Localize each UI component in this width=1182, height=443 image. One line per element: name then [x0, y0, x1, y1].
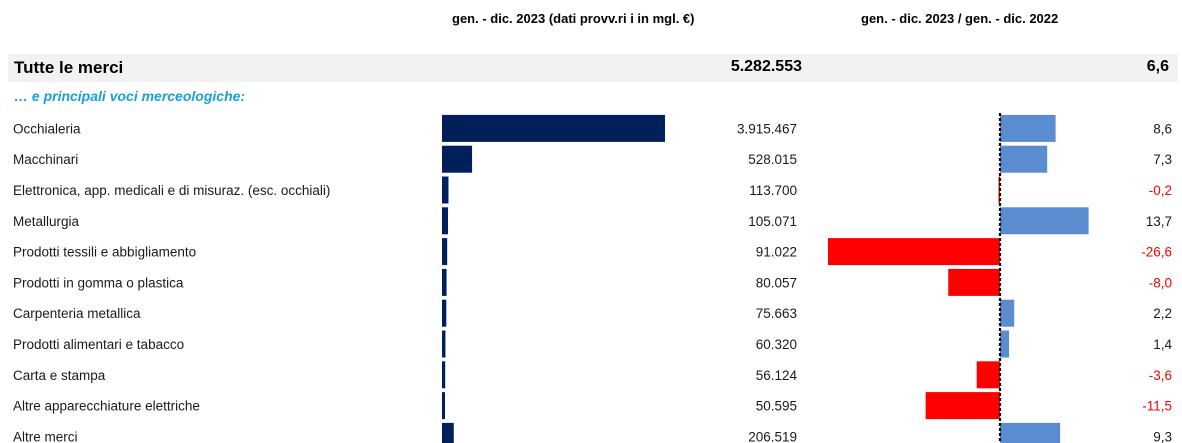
value-label: 75.663 — [756, 306, 797, 321]
value-label: 528.015 — [748, 152, 797, 167]
change-bar — [828, 238, 1000, 266]
change-bar — [1000, 422, 1061, 443]
change-label: -3,6 — [1149, 368, 1172, 383]
change-label: 9,3 — [1153, 429, 1172, 443]
category-label: Prodotti alimentari e tabacco — [13, 337, 184, 352]
change-label: 7,3 — [1153, 152, 1172, 167]
value-label: 206.519 — [748, 429, 797, 443]
value-bar — [442, 361, 446, 389]
change-bar — [1000, 299, 1015, 327]
change-bar — [925, 392, 1000, 420]
value-bar — [442, 392, 445, 420]
total-label: Tutte le merci — [14, 58, 124, 77]
value-label: 56.124 — [756, 368, 798, 383]
change-label: 13,7 — [1146, 214, 1172, 229]
category-label: Carta e stampa — [13, 368, 106, 383]
column-header-change: gen. - dic. 2023 / gen. - dic. 2022 — [861, 11, 1059, 26]
value-bar — [442, 176, 449, 204]
value-bar — [442, 299, 447, 327]
category-label: Macchinari — [13, 152, 78, 167]
value-bar — [442, 330, 446, 358]
change-label: -11,5 — [1142, 399, 1172, 414]
category-label: Prodotti tessili e abbigliamento — [13, 245, 196, 260]
category-label: Occhialeria — [13, 121, 81, 136]
change-bar — [948, 268, 1000, 296]
change-bar — [1000, 114, 1056, 142]
value-bar — [442, 145, 473, 173]
change-bar — [1000, 145, 1048, 173]
change-label: -26,6 — [1141, 245, 1172, 260]
value-label: 3.915.467 — [737, 121, 797, 136]
category-label: Prodotti in gomma o plastica — [13, 275, 184, 290]
change-label: 8,6 — [1153, 121, 1172, 136]
change-label: 1,4 — [1153, 337, 1172, 352]
value-bar — [442, 268, 447, 296]
change-bar — [1000, 207, 1089, 235]
value-label: 60.320 — [756, 337, 797, 352]
value-bar — [442, 114, 665, 142]
value-bar — [442, 238, 448, 266]
total-pct: 6,6 — [1146, 58, 1169, 75]
category-label: Altre apparecchiature elettriche — [13, 399, 200, 414]
value-label: 80.057 — [756, 275, 797, 290]
change-label: 2,2 — [1153, 306, 1172, 321]
value-label: 113.700 — [749, 183, 797, 198]
value-bar — [442, 422, 454, 443]
total-row-band — [8, 54, 1178, 82]
value-bar — [442, 207, 448, 235]
change-label: -0,2 — [1149, 183, 1172, 198]
category-label: Altre merci — [13, 429, 78, 443]
value-label: 91.022 — [756, 245, 797, 260]
section-label: … e principali voci merceologiche: — [14, 88, 246, 104]
value-label: 105.071 — [748, 214, 797, 229]
category-label: Carpenteria metallica — [13, 306, 141, 321]
change-label: -8,0 — [1149, 275, 1172, 290]
total-value: 5.282.553 — [730, 58, 802, 75]
change-bar — [1000, 330, 1010, 358]
column-header-values: gen. - dic. 2023 (dati provv.ri i in mgl… — [452, 11, 695, 26]
change-bar — [976, 361, 1000, 389]
value-label: 50.595 — [756, 399, 797, 414]
category-label: Elettronica, app. medicali e di misuraz.… — [13, 183, 330, 198]
category-label: Metallurgia — [13, 214, 80, 229]
